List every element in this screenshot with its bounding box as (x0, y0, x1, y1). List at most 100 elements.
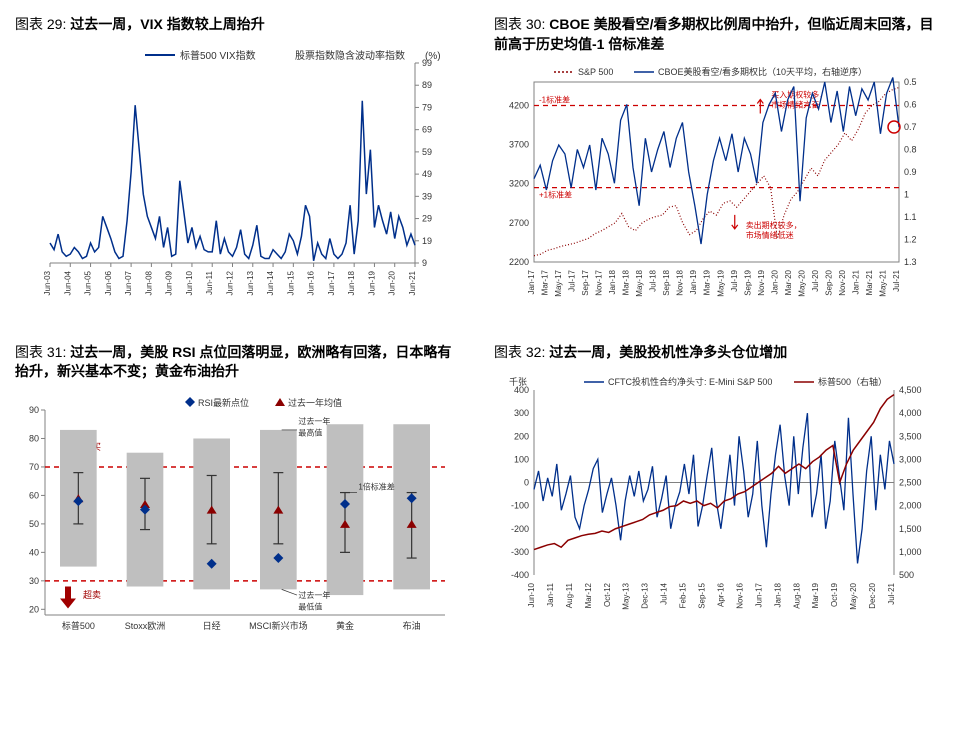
svg-text:超卖: 超卖 (83, 589, 101, 600)
svg-text:Jun-10: Jun-10 (185, 270, 194, 295)
svg-text:Aug-11: Aug-11 (565, 583, 574, 609)
svg-text:Oct-12: Oct-12 (603, 583, 612, 608)
svg-text:2700: 2700 (509, 218, 529, 228)
svg-text:S&P 500: S&P 500 (578, 67, 613, 77)
svg-text:标普500 VIX指数: 标普500 VIX指数 (180, 49, 256, 62)
svg-text:Jun-04: Jun-04 (63, 270, 72, 295)
svg-text:Jul-21: Jul-21 (892, 270, 901, 292)
svg-text:Aug-18: Aug-18 (792, 583, 801, 609)
svg-text:May-13: May-13 (622, 583, 631, 610)
svg-text:Jun-07: Jun-07 (124, 270, 133, 295)
svg-text:CBOE美股看空/看多期权比（10天平均，右轴逆序）: CBOE美股看空/看多期权比（10天平均，右轴逆序） (658, 66, 867, 77)
svg-text:Feb-15: Feb-15 (679, 583, 688, 609)
svg-text:Jun-11: Jun-11 (205, 270, 214, 294)
svg-text:200: 200 (514, 431, 529, 441)
svg-text:3200: 3200 (509, 179, 529, 189)
svg-text:Nov-17: Nov-17 (595, 270, 604, 296)
chart-32: 图表 32: 过去一周，美股投机性净多头仓位增加 千张CFTC投机性合约净头寸:… (494, 343, 943, 650)
svg-text:Jun-20: Jun-20 (388, 270, 397, 295)
svg-text:Mar-19: Mar-19 (811, 583, 820, 609)
svg-text:Nov-18: Nov-18 (676, 270, 685, 296)
svg-text:2,000: 2,000 (899, 501, 922, 511)
svg-text:9: 9 (422, 258, 427, 268)
svg-text:Jan-17: Jan-17 (527, 270, 536, 295)
svg-text:69: 69 (422, 124, 432, 134)
svg-text:Sep-20: Sep-20 (824, 270, 833, 296)
svg-text:Jun-21: Jun-21 (408, 270, 417, 295)
svg-text:1.2: 1.2 (904, 235, 917, 245)
svg-text:500: 500 (899, 570, 914, 580)
svg-text:Mar-19: Mar-19 (703, 270, 712, 296)
svg-text:Mar-21: Mar-21 (865, 270, 874, 296)
svg-text:Sep-15: Sep-15 (698, 583, 707, 609)
chart-30: 图表 30: CBOE 美股看空/看多期权比例周中抬升，但临近周末回落，目前高于… (494, 15, 943, 323)
svg-text:-1标准差: -1标准差 (539, 95, 570, 105)
svg-text:Jul-14: Jul-14 (660, 583, 669, 605)
svg-text:Jun-08: Jun-08 (144, 270, 153, 295)
svg-text:Jun-14: Jun-14 (266, 270, 275, 295)
svg-text:Jul-19: Jul-19 (730, 270, 739, 292)
svg-text:CFTC投机性合约净头寸: E-Mini S&P 500: CFTC投机性合约净头寸: E-Mini S&P 500 (608, 376, 772, 387)
svg-text:0.8: 0.8 (904, 145, 917, 155)
svg-text:19: 19 (422, 235, 432, 245)
svg-text:30: 30 (29, 576, 39, 586)
svg-text:日经: 日经 (203, 620, 221, 631)
svg-text:-300: -300 (511, 547, 529, 557)
svg-text:标普500: 标普500 (62, 620, 95, 631)
svg-text:布油: 布油 (403, 620, 421, 631)
svg-text:Jun-05: Jun-05 (84, 270, 93, 295)
svg-text:Jun-18: Jun-18 (347, 270, 356, 295)
svg-text:-100: -100 (511, 501, 529, 511)
chart-32-title: 图表 32: 过去一周，美股投机性净多头仓位增加 (494, 343, 943, 363)
svg-text:99: 99 (422, 58, 432, 68)
svg-text:最高值: 最高值 (298, 427, 322, 437)
svg-text:May-21: May-21 (878, 270, 887, 297)
chart-29-title: 图表 29: 过去一周，VIX 指数较上周抬升 (15, 15, 464, 35)
svg-text:Jun-13: Jun-13 (246, 270, 255, 295)
svg-text:Jul-20: Jul-20 (811, 270, 820, 292)
svg-text:Jun-03: Jun-03 (43, 270, 52, 295)
chart-32-svg: 千张CFTC投机性合约净头寸: E-Mini S&P 500标普500（右轴）-… (494, 370, 934, 630)
chart-31-title: 图表 31: 过去一周，美股 RSI 点位回落明显，欧洲略有回落，日本略有抬升，… (15, 343, 464, 382)
svg-text:Jan-11: Jan-11 (546, 583, 555, 607)
svg-text:Sep-19: Sep-19 (743, 270, 752, 296)
svg-text:Stoxx欧洲: Stoxx欧洲 (125, 620, 166, 631)
svg-text:1.3: 1.3 (904, 257, 917, 267)
svg-text:Jun-12: Jun-12 (226, 270, 235, 295)
svg-text:+1标准差: +1标准差 (539, 190, 572, 200)
chart-31-svg: 2030405060708090RSI最新点位过去一年均值超买超卖标普500St… (15, 390, 455, 650)
svg-text:Jan-20: Jan-20 (770, 270, 779, 295)
svg-text:股票指数隐含波动率指数: 股票指数隐含波动率指数 (295, 49, 405, 62)
svg-text:90: 90 (29, 405, 39, 415)
svg-text:1倍标准差: 1倍标准差 (358, 482, 394, 492)
chart-30-svg: S&P 500 CBOE美股看空/看多期权比（10天平均，右轴逆序） 2200 270… (494, 62, 934, 322)
svg-text:300: 300 (514, 408, 529, 418)
svg-text:60: 60 (29, 490, 39, 500)
svg-text:-400: -400 (511, 570, 529, 580)
svg-text:Jan-19: Jan-19 (689, 270, 698, 295)
svg-text:80: 80 (29, 433, 39, 443)
chart-30-title: 图表 30: CBOE 美股看空/看多期权比例周中抬升，但临近周末回落，目前高于… (494, 15, 943, 54)
svg-text:买入期权较多，: 买入期权较多， (771, 90, 827, 100)
svg-text:Nov-20: Nov-20 (838, 270, 847, 296)
svg-text:0.5: 0.5 (904, 77, 917, 87)
svg-text:49: 49 (422, 169, 432, 179)
svg-text:Mar-12: Mar-12 (584, 583, 593, 609)
svg-text:Dec-20: Dec-20 (868, 583, 877, 609)
svg-text:3700: 3700 (509, 140, 529, 150)
svg-text:3,000: 3,000 (899, 455, 922, 465)
svg-text:4,500: 4,500 (899, 385, 922, 395)
svg-text:39: 39 (422, 191, 432, 201)
svg-text:20: 20 (29, 604, 39, 614)
svg-text:4,000: 4,000 (899, 408, 922, 418)
svg-text:70: 70 (29, 462, 39, 472)
svg-text:2200: 2200 (509, 257, 529, 267)
svg-text:过去一年: 过去一年 (298, 416, 330, 426)
svg-text:Nov-16: Nov-16 (735, 583, 744, 609)
svg-text:-200: -200 (511, 524, 529, 534)
svg-text:Mar-18: Mar-18 (622, 270, 631, 296)
svg-text:过去一年: 过去一年 (298, 590, 330, 600)
svg-text:Sep-17: Sep-17 (581, 270, 590, 296)
chart-31: 图表 31: 过去一周，美股 RSI 点位回落明显，欧洲略有回落，日本略有抬升，… (15, 343, 464, 650)
svg-text:市场情绪低迷: 市场情绪低迷 (746, 230, 794, 240)
